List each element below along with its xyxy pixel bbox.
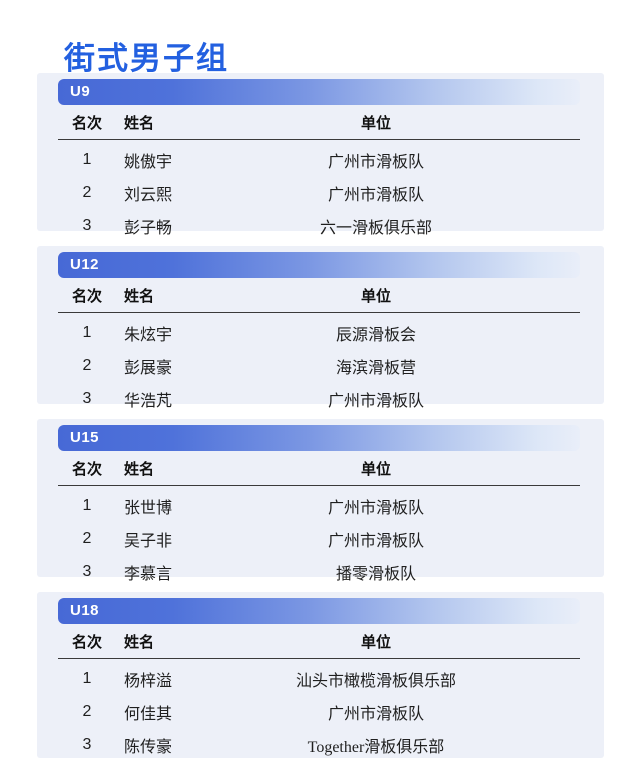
unit-cell: 汕头市橄榄滑板俱乐部 bbox=[295, 672, 456, 690]
table-row: 1 张世博 广州市滑板队 bbox=[58, 486, 580, 523]
group-header-bar: U18 bbox=[58, 598, 580, 624]
table-row: 3 彭子畅 六一滑板俱乐部 bbox=[58, 209, 580, 242]
rank-cell: 3 bbox=[82, 735, 92, 753]
group-header-bar: U15 bbox=[58, 425, 580, 451]
unit-cell: Together滑板俱乐部 bbox=[307, 738, 445, 756]
group-card-u18: U18 名次 姓名 单位 1 杨梓溢 汕头市橄榄滑板俱乐部 2 何佳其 bbox=[37, 592, 604, 758]
name-cell: 何佳其 bbox=[124, 705, 173, 723]
unit-cell: 广州市滑板队 bbox=[327, 705, 424, 723]
rank-cell: 1 bbox=[82, 323, 92, 341]
unit-cell: 辰源滑板会 bbox=[335, 326, 416, 344]
group-card-u12: U12 名次 姓名 单位 1 朱炫宇 辰源滑板会 2 彭展豪 bbox=[37, 246, 604, 410]
col-header-unit: 单位 bbox=[228, 629, 580, 659]
group-label: U15 bbox=[70, 429, 100, 446]
unit-cell: 六一滑板俱乐部 bbox=[319, 219, 432, 237]
col-header-unit: 单位 bbox=[228, 283, 580, 313]
unit-cell: 广州市滑板队 bbox=[327, 186, 424, 204]
unit-cell: 广州市滑板队 bbox=[327, 392, 424, 410]
group-label: U12 bbox=[70, 256, 100, 273]
rank-cell: 2 bbox=[82, 183, 92, 201]
rank-cell: 2 bbox=[82, 529, 92, 547]
table-row: 2 吴子非 广州市滑板队 bbox=[58, 522, 580, 555]
unit-cell: 播零滑板队 bbox=[335, 565, 416, 583]
table-row: 3 华浩芃 广州市滑板队 bbox=[58, 382, 580, 415]
table-row: 1 杨梓溢 汕头市橄榄滑板俱乐部 bbox=[58, 659, 580, 696]
name-cell: 华浩芃 bbox=[124, 392, 173, 410]
group-label: U18 bbox=[70, 602, 100, 619]
results-table: 名次 姓名 单位 1 张世博 广州市滑板队 2 吴子非 广州市滑板队 3 bbox=[58, 456, 580, 588]
group-header-bar: U9 bbox=[58, 79, 580, 105]
col-header-name: 姓名 bbox=[116, 456, 228, 486]
table-row: 3 李慕言 播零滑板队 bbox=[58, 555, 580, 588]
name-cell: 杨梓溢 bbox=[124, 672, 173, 690]
table-header-row: 名次 姓名 单位 bbox=[58, 283, 580, 313]
rank-cell: 2 bbox=[82, 356, 92, 374]
table-row: 3 陈传豪 Together滑板俱乐部 bbox=[58, 728, 580, 761]
rank-cell: 1 bbox=[82, 669, 92, 687]
page-title: 街式男子组 bbox=[64, 40, 229, 76]
table-row: 2 彭展豪 海滨滑板营 bbox=[58, 349, 580, 382]
col-header-name: 姓名 bbox=[116, 110, 228, 140]
name-cell: 朱炫宇 bbox=[124, 326, 173, 344]
name-cell: 彭子畅 bbox=[124, 219, 173, 237]
col-header-unit: 单位 bbox=[228, 110, 580, 140]
name-cell: 张世博 bbox=[124, 499, 173, 517]
col-header-rank: 名次 bbox=[58, 629, 116, 659]
unit-cell: 广州市滑板队 bbox=[327, 153, 424, 171]
col-header-rank: 名次 bbox=[58, 110, 116, 140]
rank-cell: 2 bbox=[82, 702, 92, 720]
table-row: 2 何佳其 广州市滑板队 bbox=[58, 695, 580, 728]
results-table: 名次 姓名 单位 1 朱炫宇 辰源滑板会 2 彭展豪 海滨滑板营 3 bbox=[58, 283, 580, 415]
table-row: 1 姚傲宇 广州市滑板队 bbox=[58, 140, 580, 177]
name-cell: 彭展豪 bbox=[124, 359, 173, 377]
rank-cell: 1 bbox=[82, 150, 92, 168]
group-header-bar: U12 bbox=[58, 252, 580, 278]
unit-cell: 广州市滑板队 bbox=[327, 532, 424, 550]
group-card-u9: U9 名次 姓名 单位 1 姚傲宇 广州市滑板队 2 刘云熙 bbox=[37, 73, 604, 237]
col-header-name: 姓名 bbox=[116, 283, 228, 313]
col-header-rank: 名次 bbox=[58, 283, 116, 313]
unit-cell: 广州市滑板队 bbox=[327, 499, 424, 517]
results-table: 名次 姓名 单位 1 杨梓溢 汕头市橄榄滑板俱乐部 2 何佳其 广州市滑板队 3 bbox=[58, 629, 580, 761]
rank-cell: 3 bbox=[82, 389, 92, 407]
table-row: 1 朱炫宇 辰源滑板会 bbox=[58, 313, 580, 350]
name-cell: 刘云熙 bbox=[124, 186, 173, 204]
table-row: 2 刘云熙 广州市滑板队 bbox=[58, 176, 580, 209]
unit-cell: 海滨滑板营 bbox=[335, 359, 416, 377]
name-cell: 吴子非 bbox=[124, 532, 173, 550]
col-header-rank: 名次 bbox=[58, 456, 116, 486]
table-header-row: 名次 姓名 单位 bbox=[58, 456, 580, 486]
name-cell: 姚傲宇 bbox=[124, 153, 173, 171]
col-header-name: 姓名 bbox=[116, 629, 228, 659]
table-header-row: 名次 姓名 单位 bbox=[58, 629, 580, 659]
col-header-unit: 单位 bbox=[228, 456, 580, 486]
name-cell: 陈传豪 bbox=[124, 738, 173, 756]
table-header-row: 名次 姓名 单位 bbox=[58, 110, 580, 140]
rank-cell: 1 bbox=[82, 496, 92, 514]
group-label: U9 bbox=[70, 83, 91, 100]
results-table: 名次 姓名 单位 1 姚傲宇 广州市滑板队 2 刘云熙 广州市滑板队 3 bbox=[58, 110, 580, 242]
rank-cell: 3 bbox=[82, 562, 92, 580]
group-card-u15: U15 名次 姓名 单位 1 张世博 广州市滑板队 2 吴子非 bbox=[37, 419, 604, 583]
rank-cell: 3 bbox=[82, 216, 92, 234]
name-cell: 李慕言 bbox=[124, 565, 173, 583]
